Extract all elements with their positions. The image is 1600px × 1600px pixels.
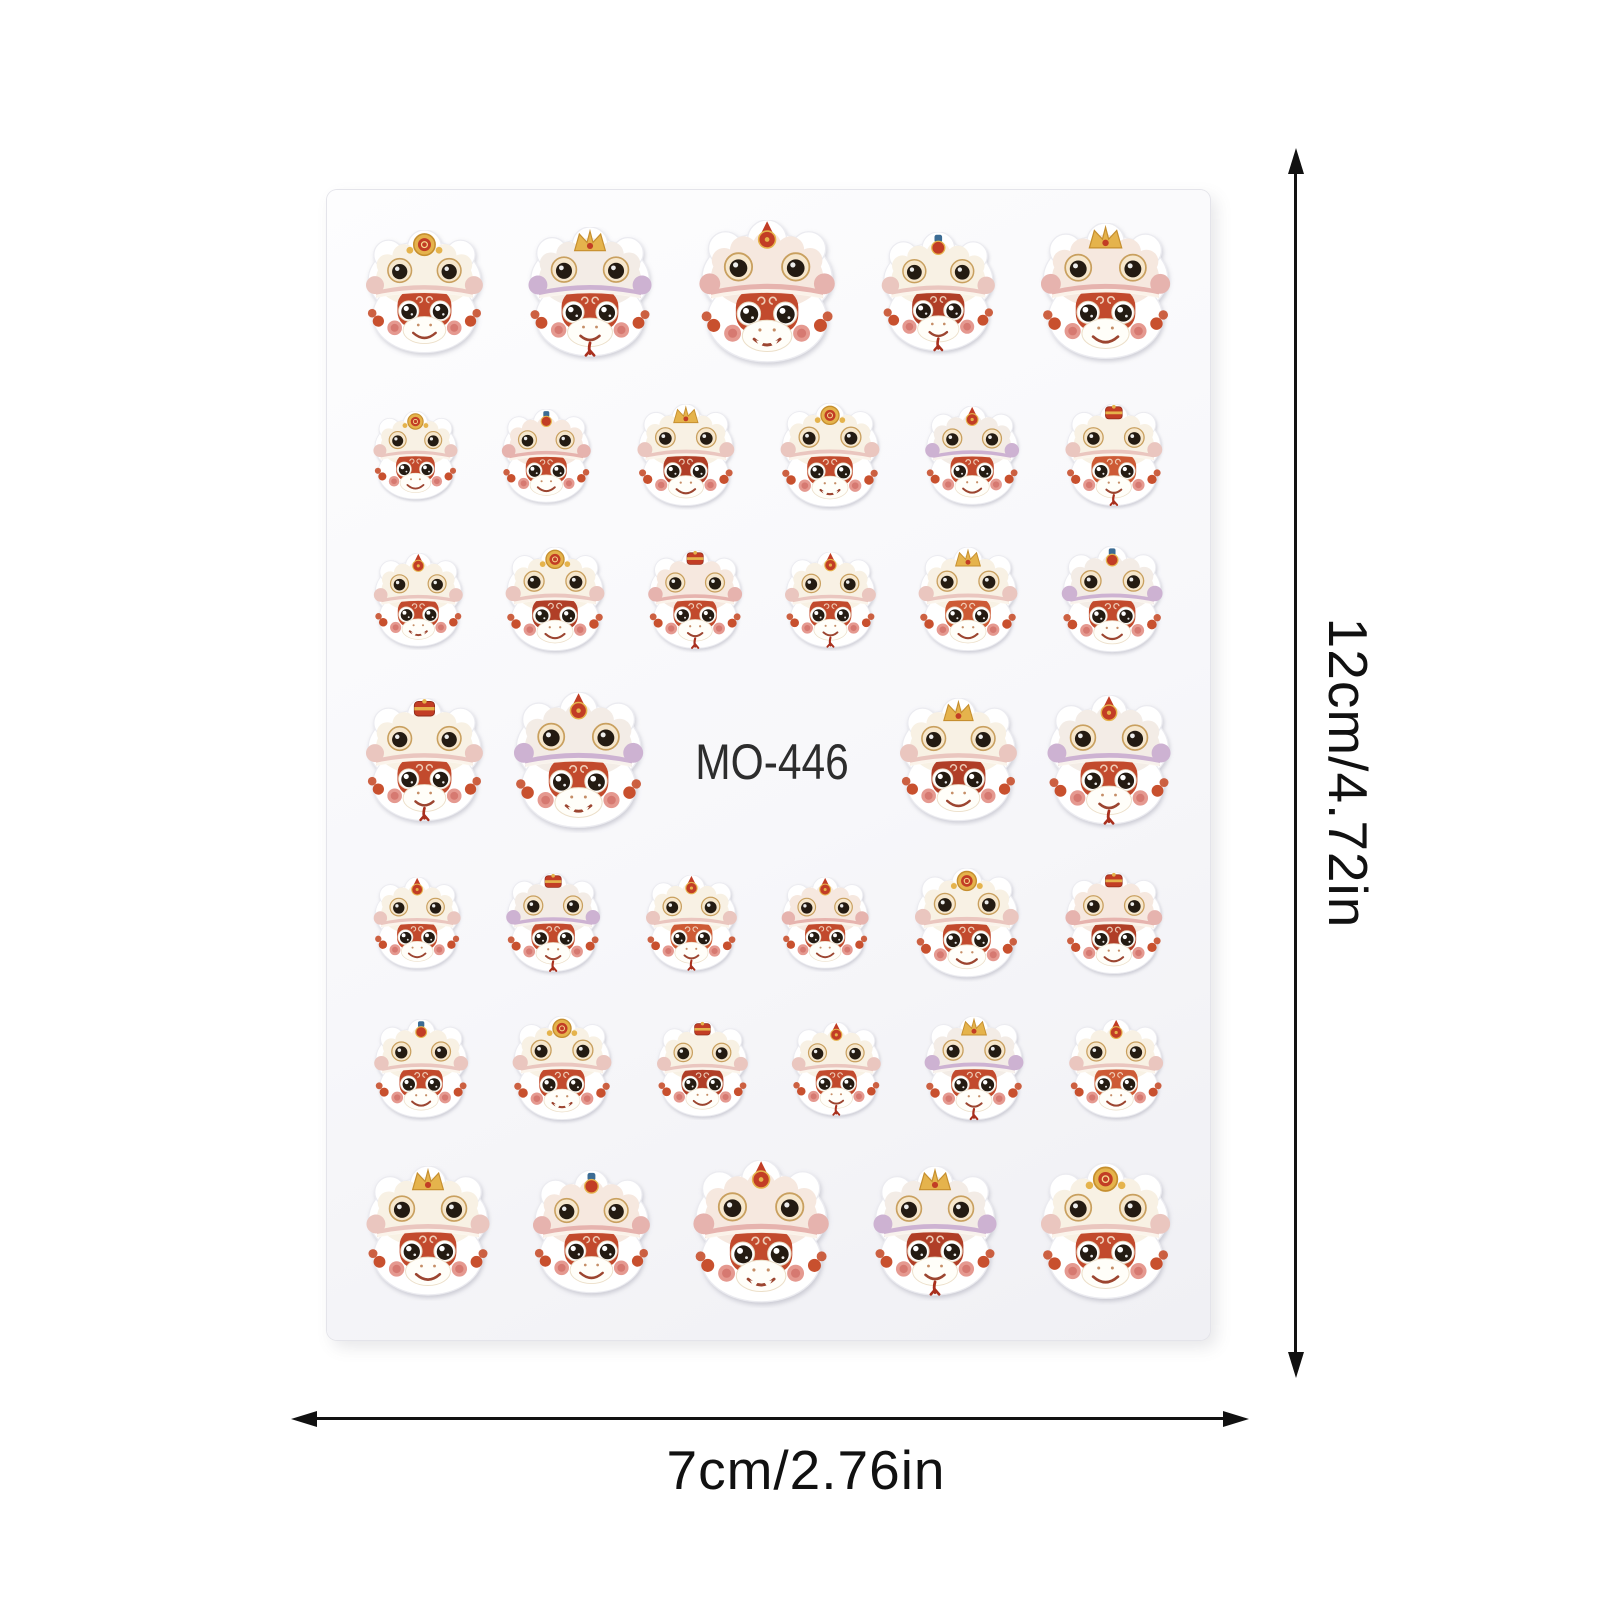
sticker-snake-lion-face	[528, 226, 652, 357]
sticker-snake-lion-face	[374, 1019, 469, 1118]
sticker-snake-lion-face	[699, 220, 835, 363]
sticker-row-6	[357, 1016, 1180, 1124]
sticker-snake-lion-face	[532, 1169, 650, 1293]
sticker-snake-lion-face	[1068, 1019, 1163, 1118]
sticker-snake-lion-face	[513, 1016, 612, 1121]
sticker-row-1	[357, 220, 1180, 368]
sticker-row-4: MO-446	[357, 691, 1180, 834]
sticker-snake-lion-face	[1065, 871, 1163, 974]
sticker-snake-lion-face	[1061, 546, 1163, 653]
sticker-row-2	[357, 403, 1180, 511]
sticker-snake-lion-face	[918, 547, 1018, 652]
sticker-snake-lion-face	[506, 873, 600, 973]
sticker-snake-lion-face	[502, 408, 592, 503]
sticker-snake-lion-face	[637, 404, 734, 507]
sticker-snake-lion-face	[780, 403, 880, 508]
sticker-snake-lion-face	[656, 1020, 748, 1117]
sticker-snake-lion-face	[1065, 404, 1163, 507]
sticker-row-7	[357, 1159, 1180, 1308]
sticker-row-5	[357, 867, 1180, 982]
sticker-snake-lion-face	[784, 551, 876, 648]
horizontal-dimension-label: 7cm/2.76in	[666, 1439, 946, 1501]
sticker-snake-lion-face	[1040, 1162, 1171, 1299]
vertical-dimension-label: 12cm/4.72in	[1317, 617, 1379, 929]
sticker-snake-lion-face	[873, 1166, 997, 1296]
sticker-snake-lion-face	[514, 691, 644, 828]
sticker-snake-lion-face	[925, 405, 1020, 505]
sticker-snake-lion-face	[881, 232, 995, 352]
sticker-snake-lion-face	[365, 230, 483, 354]
sticker-snake-lion-face	[505, 547, 605, 652]
sticker-snake-lion-face	[373, 877, 461, 969]
sticker-snake-lion-face	[365, 698, 483, 822]
sticker-snake-lion-face	[915, 867, 1019, 978]
sticker-snake-lion-face	[899, 698, 1017, 822]
sticker-snake-lion-face	[366, 1166, 490, 1296]
sticker-snake-lion-face	[373, 411, 458, 500]
horizontal-dimension-arrow	[316, 1417, 1224, 1420]
sticker-snake-lion-face	[925, 1016, 1024, 1121]
sticker-snake-lion-face	[1040, 223, 1170, 360]
vertical-dimension-arrow	[1294, 172, 1297, 1354]
sticker-snake-lion-face	[373, 552, 463, 647]
sticker-snake-lion-face	[645, 875, 737, 971]
sticker-snake-lion-face	[693, 1159, 830, 1303]
sticker-snake-lion-face	[1047, 694, 1171, 825]
sticker-row-3	[357, 546, 1180, 657]
sticker-snake-lion-face	[791, 1021, 881, 1116]
sticker-snake-lion-face	[781, 877, 869, 969]
sheet-code-label: MO-446	[695, 734, 849, 791]
sticker-snake-lion-face	[647, 550, 742, 649]
sticker-sheet: MO-446	[327, 190, 1210, 1340]
